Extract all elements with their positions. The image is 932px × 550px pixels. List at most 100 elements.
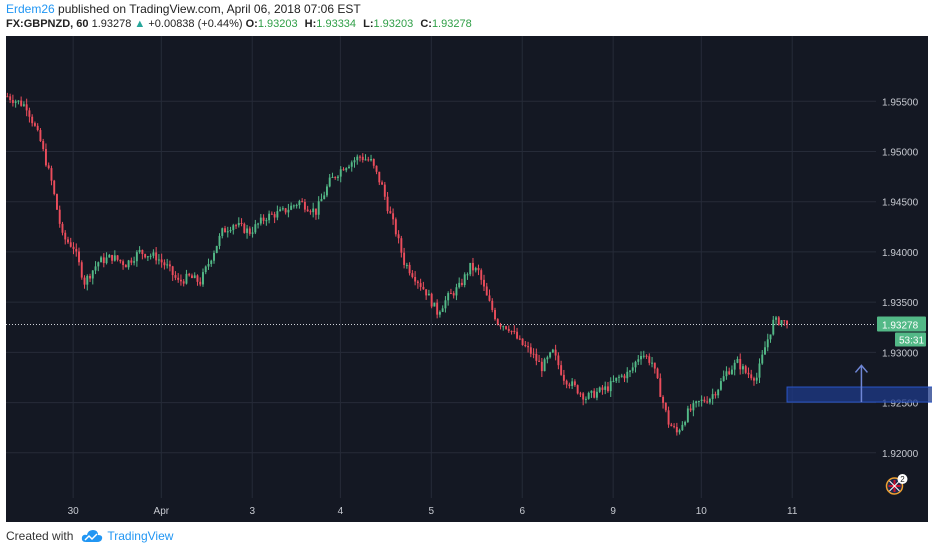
candle-body (543, 359, 546, 372)
tradingview-link[interactable]: TradingView (107, 529, 174, 543)
candle-body (91, 270, 94, 279)
candle-body (772, 319, 775, 335)
candle-body (210, 260, 213, 264)
candle-body (425, 289, 428, 296)
up-arrow-icon (854, 364, 868, 403)
candle-body (20, 100, 23, 106)
candle-body (557, 355, 560, 366)
time-tick-label: 9 (610, 506, 616, 517)
candle-body (472, 262, 474, 271)
up-triangle-icon: ▲ (134, 18, 146, 30)
demand-zone-rectangle (786, 386, 932, 403)
candle-body (33, 123, 36, 126)
candle-body (356, 156, 359, 161)
candle-body (190, 275, 193, 279)
candle-body (97, 262, 100, 267)
candle-body (717, 389, 720, 396)
candle-body (345, 168, 348, 171)
open-value: 1.93203 (257, 18, 298, 30)
candle-body (419, 283, 422, 287)
candle-body (116, 255, 119, 260)
candle-body (378, 171, 381, 183)
candle-body (72, 246, 75, 249)
candle-body (427, 293, 430, 296)
candle-body (469, 262, 472, 275)
candle-body (235, 225, 238, 227)
open-label: O: (245, 18, 258, 30)
time-tick-label: 4 (338, 506, 344, 517)
candle-body (529, 347, 532, 354)
candle-body (620, 375, 623, 377)
candle-body (769, 334, 772, 340)
candle-body (430, 293, 433, 307)
time-axis (6, 498, 928, 522)
candle-body (122, 261, 125, 266)
candle-body (171, 266, 174, 276)
candle-body (127, 260, 130, 268)
symbol-label: FX:GBPNZD, 60 (6, 18, 89, 30)
candle-body (325, 186, 328, 196)
candle-body (447, 293, 450, 301)
candle-body (270, 213, 273, 215)
candle-body (179, 279, 182, 282)
author-link[interactable]: Erdem26 (6, 2, 55, 16)
time-tick-label: 10 (696, 506, 708, 517)
candle-body (648, 356, 651, 363)
candle-body (218, 235, 221, 246)
candle-body (394, 219, 397, 235)
candle-body (546, 357, 549, 360)
candle-body (168, 264, 171, 267)
candle-body (750, 374, 753, 379)
candle-body (499, 324, 502, 327)
candle-body (494, 309, 496, 320)
candle-body (571, 381, 574, 386)
candle-body (102, 257, 105, 264)
candle-body (149, 255, 152, 257)
candle-body (83, 277, 86, 285)
candle-body (251, 232, 254, 234)
time-tick-label: 6 (519, 506, 525, 517)
candle-body (207, 263, 210, 267)
candle-body (279, 209, 282, 212)
candle-body (629, 370, 631, 372)
candle-body (483, 279, 485, 287)
candle-body (339, 169, 342, 177)
candle-body (730, 369, 733, 375)
candle-body (47, 165, 50, 169)
candle-body (775, 317, 777, 320)
candle-body (58, 209, 61, 224)
candle-body (595, 391, 598, 398)
candle-body (518, 338, 521, 340)
price-chart[interactable]: 1.95500 1.95000 1.94500 1.94000 1.93500 1.930… (0, 32, 932, 522)
candle-body (138, 249, 141, 253)
candle-body (664, 402, 667, 411)
event-marker[interactable]: 2 (885, 474, 908, 495)
candle-body (780, 320, 783, 325)
candle-body (433, 302, 436, 307)
candle-body (174, 275, 177, 278)
candle-body (422, 286, 425, 290)
candle-body (124, 265, 127, 268)
candle-body (612, 380, 615, 382)
candle-body (268, 213, 271, 221)
candle-body (755, 377, 758, 381)
candle-body (615, 377, 618, 381)
candle-body (618, 376, 620, 378)
price-tick-label: 1.92500 (882, 399, 919, 410)
candle-body (551, 349, 554, 353)
candle-body (458, 282, 461, 288)
time-tick-label: 5 (429, 506, 435, 517)
candle-body (331, 176, 334, 178)
candle-body (94, 266, 97, 271)
created-with-text: Created with (6, 529, 74, 543)
candle-body (521, 338, 524, 345)
candle-body (17, 100, 20, 102)
candle-body (516, 331, 519, 339)
candle-body (224, 228, 226, 233)
candle-body (193, 275, 196, 279)
candle-body (281, 208, 284, 210)
candle-body (786, 320, 789, 325)
candle-body (733, 362, 736, 370)
candle-body (204, 266, 207, 273)
candle-body (496, 319, 499, 325)
